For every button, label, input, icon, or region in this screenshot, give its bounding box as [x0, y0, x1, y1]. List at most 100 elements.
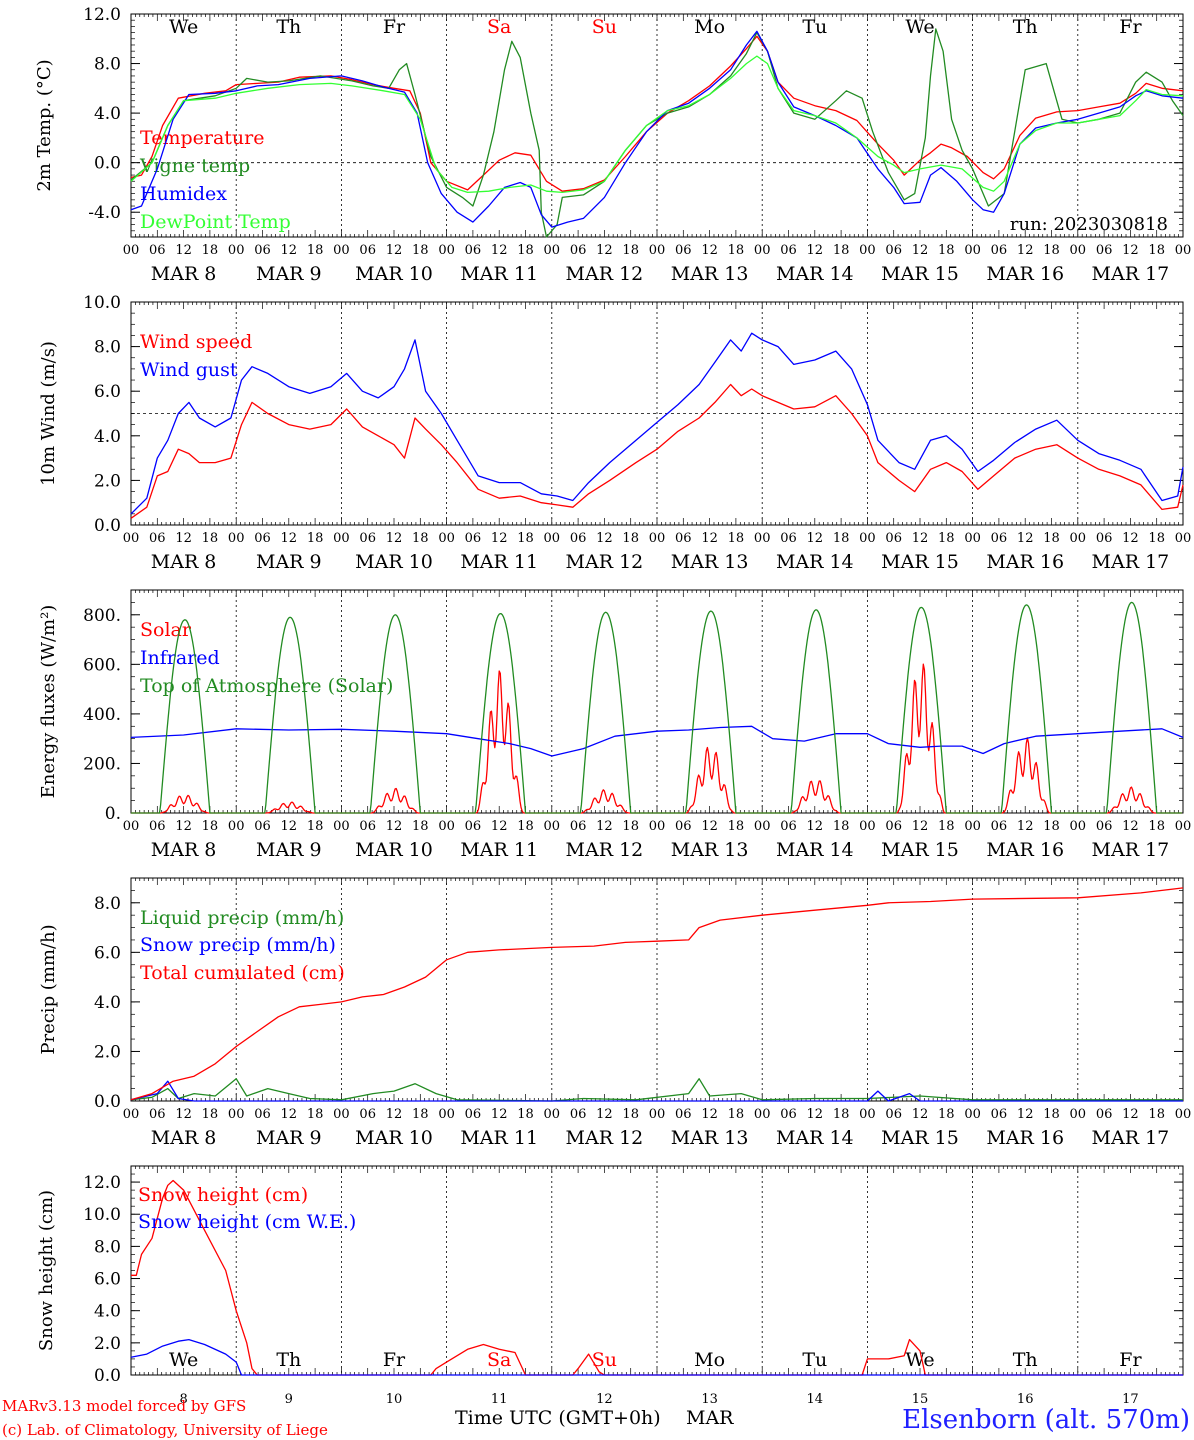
hour-tick-label: 00 [544, 243, 561, 258]
hour-tick-label: 12 [175, 531, 192, 546]
legend-liquid-precip-mm-h: Liquid precip (mm/h) [140, 907, 344, 929]
run-label: run: 2023030818 [1010, 214, 1168, 235]
hour-tick-label: 12 [807, 819, 824, 834]
panel-5: 0.0 2.0 4.0 6.0 8.0 10.0 12.0 Snow height (cm) 8… [36, 1165, 1184, 1407]
weekday-label: Mo [694, 1349, 725, 1371]
hour-tick-label: 12 [701, 243, 718, 258]
hour-tick-label: 00 [1175, 531, 1192, 546]
date-label: MAR 13 [671, 263, 749, 285]
hour-tick-label: 06 [359, 243, 376, 258]
footer-model-note: MARv3.13 model forced by GFS [2, 1397, 246, 1415]
hour-tick-label: 00 [438, 243, 455, 258]
series-dewpoint-temp [130, 55, 1184, 194]
station-name: Elsenborn (alt. 570m) [902, 1405, 1190, 1435]
weekday-label: Mo [694, 16, 725, 38]
hour-tick-label: 00 [1070, 531, 1087, 546]
hour-tick-label: 06 [885, 243, 902, 258]
hour-tick-label: 06 [675, 819, 692, 834]
panel-2: 0.0 2.0 4.0 6.0 8.0 10.0 10m Wind (m/s) 00 06 12 1… [38, 293, 1191, 573]
y-tick-label: 6.0 [94, 1270, 121, 1290]
y-tick-label: 12.0 [83, 5, 121, 25]
y-tick-label: 600. [83, 655, 121, 675]
date-label: MAR 11 [460, 1127, 538, 1149]
hour-tick-label: 18 [412, 819, 429, 834]
hour-tick-label: 00 [438, 1107, 455, 1122]
hour-tick-label: 12 [281, 1107, 298, 1122]
series-infrared [130, 725, 1184, 757]
hour-tick-label: 12 [701, 819, 718, 834]
date-label: MAR 14 [776, 263, 854, 285]
date-label: MAR 15 [881, 263, 959, 285]
y-tick-label: 2.0 [94, 471, 121, 491]
hour-tick-label: 18 [517, 243, 534, 258]
hour-tick-label: 18 [622, 819, 639, 834]
weekday-label: We [169, 1349, 198, 1371]
hour-tick-label: 18 [938, 243, 955, 258]
hour-tick-label: 12 [1122, 243, 1139, 258]
date-label: MAR 11 [460, 263, 538, 285]
hour-tick-label: 00 [544, 819, 561, 834]
hour-tick-label: 12 [807, 1107, 824, 1122]
weekday-label: Su [592, 1349, 617, 1371]
weekday-label: We [905, 16, 934, 38]
hour-tick-label: 06 [149, 1107, 166, 1122]
date-label: MAR 9 [256, 551, 322, 573]
x-axis-month: MAR [686, 1407, 734, 1429]
date-label: MAR 10 [355, 1127, 433, 1149]
panels: -4.0 0.0 4.0 8.0 12.0 2m Temp. (°C) 00 06 12 18 MA… [34, 5, 1191, 1407]
hour-tick-label: 00 [544, 1107, 561, 1122]
date-label: MAR 14 [776, 1127, 854, 1149]
date-label: MAR 15 [881, 1127, 959, 1149]
date-label: MAR 14 [776, 839, 854, 861]
weekday-label: Fr [383, 16, 406, 38]
hour-tick-label: 06 [991, 819, 1008, 834]
hour-tick-label: 06 [359, 531, 376, 546]
hour-tick-label: 12 [386, 243, 403, 258]
hour-tick-label: 12 [807, 243, 824, 258]
date-label: MAR 10 [355, 839, 433, 861]
date-label: MAR 9 [256, 1127, 322, 1149]
hour-tick-label: 18 [622, 531, 639, 546]
hour-tick-label: 18 [1043, 243, 1060, 258]
hour-tick-label: 12 [701, 531, 718, 546]
hour-tick-label: 12 [491, 819, 508, 834]
day-number-label: 9 [285, 1392, 293, 1407]
hour-tick-label: 12 [491, 243, 508, 258]
hour-tick-label: 00 [754, 1107, 771, 1122]
hour-tick-label: 12 [912, 1107, 929, 1122]
hour-tick-label: 00 [1070, 243, 1087, 258]
y-tick-label: 2.0 [94, 1042, 121, 1062]
date-label: MAR 16 [986, 1127, 1064, 1149]
hour-tick-label: 06 [885, 531, 902, 546]
hour-tick-label: 12 [386, 819, 403, 834]
y-tick-label: 0. [105, 804, 121, 824]
hour-tick-label: 00 [438, 531, 455, 546]
hour-tick-label: 00 [333, 819, 350, 834]
hour-tick-label: 18 [833, 243, 850, 258]
y-tick-label: 8.0 [94, 338, 121, 358]
hour-tick-label: 18 [1148, 531, 1165, 546]
legend-snow-height-cm-w-e: Snow height (cm W.E.) [138, 1211, 356, 1233]
hour-tick-label: 00 [649, 819, 666, 834]
y-tick-label: 0.0 [94, 1366, 121, 1386]
hour-tick-label: 00 [228, 243, 245, 258]
date-label: MAR 14 [776, 551, 854, 573]
hour-tick-label: 18 [1043, 531, 1060, 546]
date-label: MAR 8 [151, 263, 217, 285]
hour-tick-label: 00 [228, 819, 245, 834]
series-snow-height-cm [131, 1179, 1183, 1376]
legend-top-of-atmosphere-solar: Top of Atmosphere (Solar) [140, 675, 393, 697]
date-label: MAR 17 [1092, 551, 1170, 573]
hour-tick-label: 06 [149, 243, 166, 258]
day-number-label: 12 [596, 1392, 613, 1407]
hour-tick-label: 06 [149, 819, 166, 834]
date-label: MAR 12 [566, 1127, 644, 1149]
hour-tick-label: 18 [202, 531, 219, 546]
hour-tick-label: 00 [123, 1107, 140, 1122]
legend-infrared: Infrared [140, 647, 220, 669]
date-label: MAR 10 [355, 551, 433, 573]
hour-tick-label: 06 [885, 1107, 902, 1122]
hour-tick-label: 18 [517, 1107, 534, 1122]
date-label: MAR 13 [671, 551, 749, 573]
hour-tick-label: 00 [438, 819, 455, 834]
